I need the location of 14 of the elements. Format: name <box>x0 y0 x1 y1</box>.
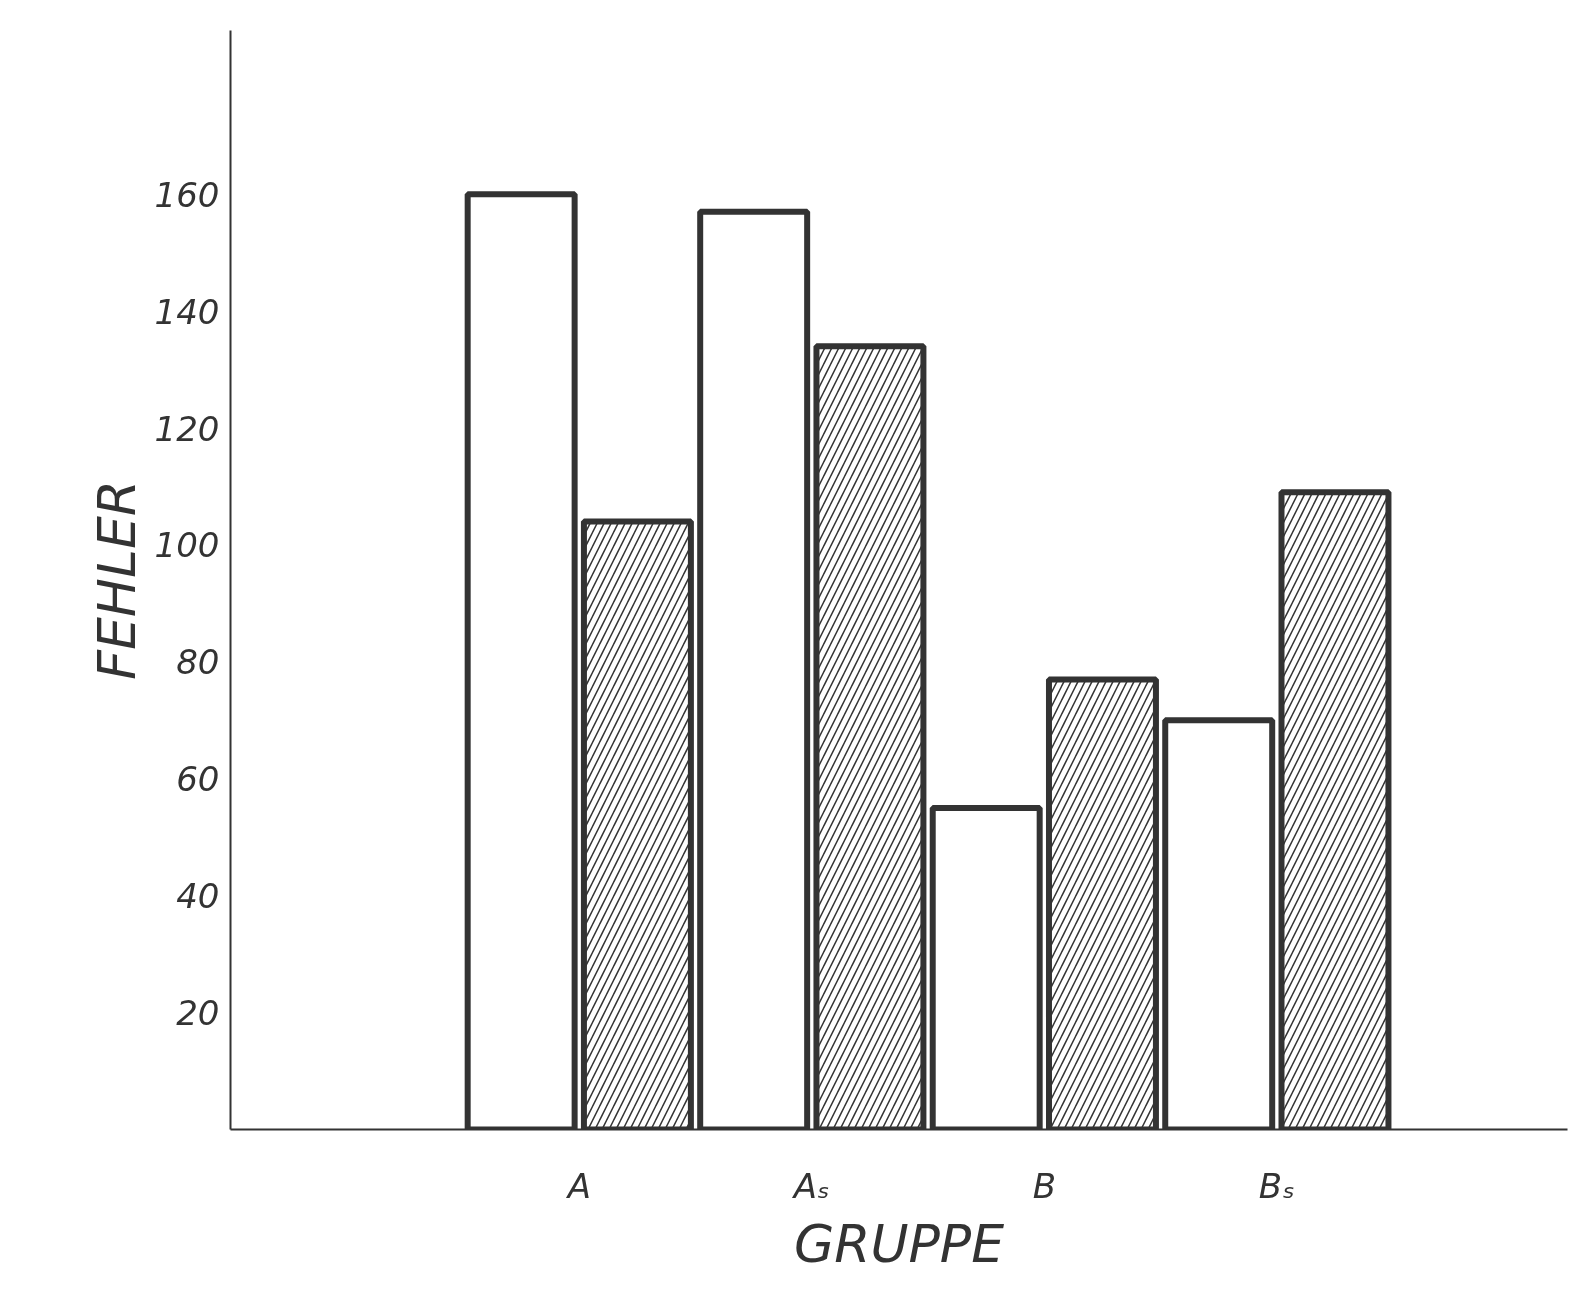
y-tick-label: 60 <box>176 759 220 800</box>
x-tick-label: Bₛ <box>1258 1165 1295 1206</box>
x-tick-label: Aₛ <box>791 1165 830 1206</box>
x-tick-label: A <box>565 1165 591 1206</box>
y-tick-label: 40 <box>176 876 220 917</box>
y-axis-title: FEHLER <box>86 480 147 680</box>
y-tick-label: 20 <box>176 993 220 1034</box>
x-tick-label: B <box>1032 1165 1056 1206</box>
y-tick-label: 100 <box>154 525 220 566</box>
y-tick-label: 120 <box>154 408 220 449</box>
y-tick-label: 140 <box>154 291 220 332</box>
x-axis-title: GRUPPE <box>793 1213 1005 1274</box>
y-tick-label: 80 <box>176 642 220 683</box>
y-tick-label: 160 <box>154 174 220 215</box>
